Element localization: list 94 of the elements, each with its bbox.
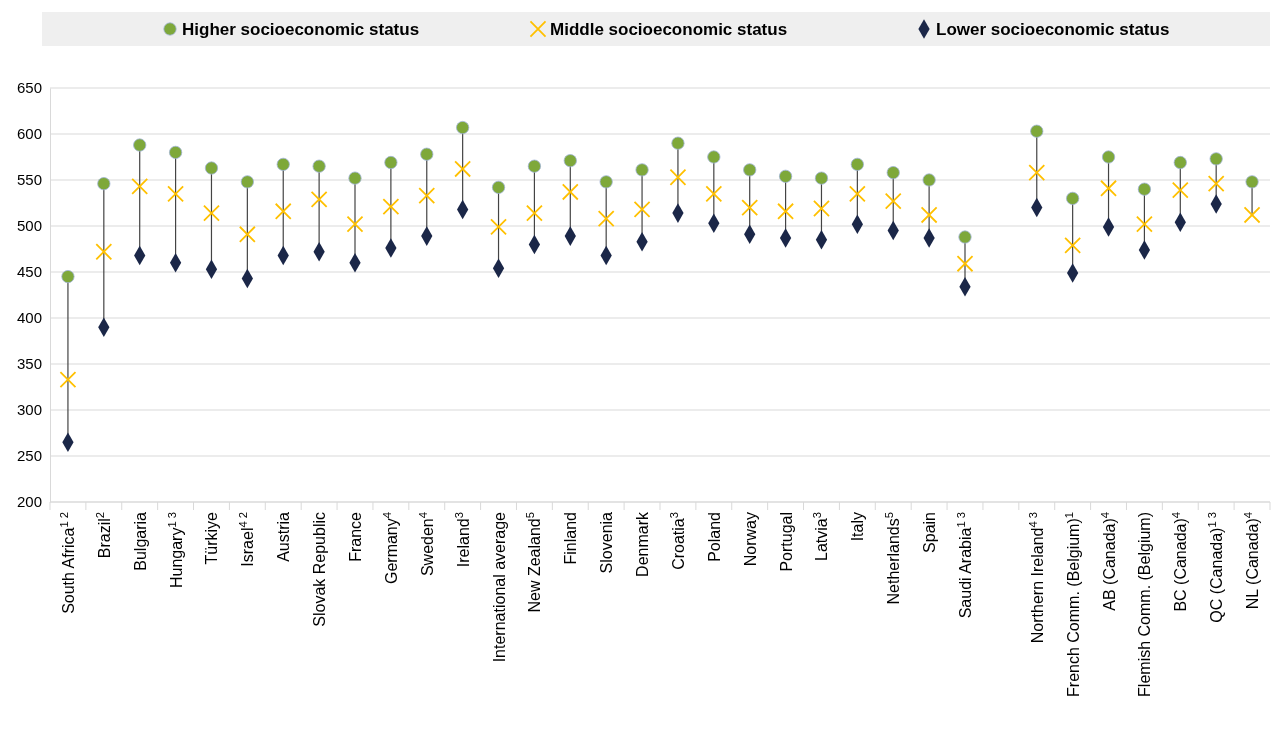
point [418, 187, 436, 205]
point [382, 198, 400, 216]
point [346, 215, 364, 233]
point [597, 210, 615, 228]
point [599, 175, 613, 189]
point [312, 159, 326, 173]
point [1100, 179, 1117, 197]
x-tick-label: Poland [705, 512, 723, 562]
x-tick-label: Norway [741, 512, 759, 567]
legend-label: Middle socioeconomic status [550, 20, 788, 39]
point [276, 157, 290, 171]
point [635, 163, 649, 177]
point [956, 255, 974, 273]
point [1028, 164, 1046, 182]
point [633, 201, 651, 218]
point [456, 120, 470, 135]
point [669, 168, 687, 186]
point [1064, 236, 1082, 254]
point [420, 147, 434, 161]
point [1243, 206, 1261, 224]
y-tick-label: 600 [16, 125, 42, 143]
point [707, 150, 721, 164]
point [705, 185, 723, 203]
point [167, 185, 185, 203]
x-tick-label: Türkiye [203, 511, 221, 565]
point [850, 157, 864, 171]
x-tick-label: Austria [275, 511, 293, 562]
point [490, 218, 507, 236]
x-tick-label: Portugal [777, 512, 795, 572]
point [454, 160, 472, 178]
y-tick-label: 650 [16, 79, 42, 97]
point [204, 161, 219, 175]
point [1173, 155, 1187, 170]
y-tick-label: 200 [16, 493, 42, 511]
point [240, 175, 254, 189]
point [169, 145, 183, 159]
point [814, 171, 829, 185]
y-tick-label: 550 [16, 171, 42, 189]
point [133, 138, 147, 152]
point [1207, 175, 1225, 193]
point [59, 371, 77, 389]
x-tick-label: Bulgaria [131, 511, 149, 571]
legend-label: Higher socioeconomic status [182, 20, 420, 39]
x-tick-label: Denmark [634, 511, 652, 577]
point [813, 200, 830, 217]
point [1171, 181, 1189, 199]
point [563, 154, 577, 168]
point [922, 173, 936, 187]
x-tick-label: International average [490, 511, 508, 663]
y-tick-label: 400 [16, 309, 42, 327]
point [274, 202, 292, 220]
point [95, 243, 113, 261]
point [1135, 215, 1153, 233]
x-tick-label: Slovenia [598, 511, 616, 574]
point [779, 169, 793, 183]
point [310, 190, 328, 208]
point [384, 155, 398, 170]
point [920, 206, 938, 224]
point [1245, 175, 1259, 189]
point [848, 185, 866, 203]
x-tick-label: Italy [849, 512, 867, 542]
x-tick-label: Finland [562, 512, 580, 565]
point [884, 192, 902, 210]
legend-label: Lower socioeconomic status [936, 20, 1170, 39]
point [1137, 182, 1151, 196]
y-tick-label: 300 [16, 401, 42, 419]
point [1101, 150, 1116, 164]
point [958, 230, 972, 244]
point [238, 225, 256, 243]
point [886, 166, 900, 180]
point [561, 183, 579, 201]
y-tick-label: 250 [16, 447, 42, 465]
point [61, 270, 75, 284]
point [527, 159, 541, 173]
y-tick-label: 450 [16, 263, 42, 281]
point [777, 202, 795, 220]
point [131, 178, 149, 195]
point [525, 204, 543, 222]
point [491, 180, 506, 194]
point [671, 136, 685, 150]
point [1209, 152, 1223, 166]
point [203, 204, 220, 222]
x-tick-label: France [347, 511, 364, 562]
y-tick-label: 350 [16, 355, 42, 373]
x-tick-label: Slovak Republic [311, 512, 329, 627]
point [97, 177, 111, 191]
point [743, 163, 757, 177]
x-tick-label: Flemish Comm. (Belgium) [1136, 512, 1154, 697]
y-tick-label: 500 [16, 217, 42, 235]
point [1030, 124, 1044, 138]
point [1066, 191, 1080, 205]
x-tick-label: Spain [921, 512, 939, 553]
point [741, 199, 759, 217]
point [348, 171, 362, 185]
